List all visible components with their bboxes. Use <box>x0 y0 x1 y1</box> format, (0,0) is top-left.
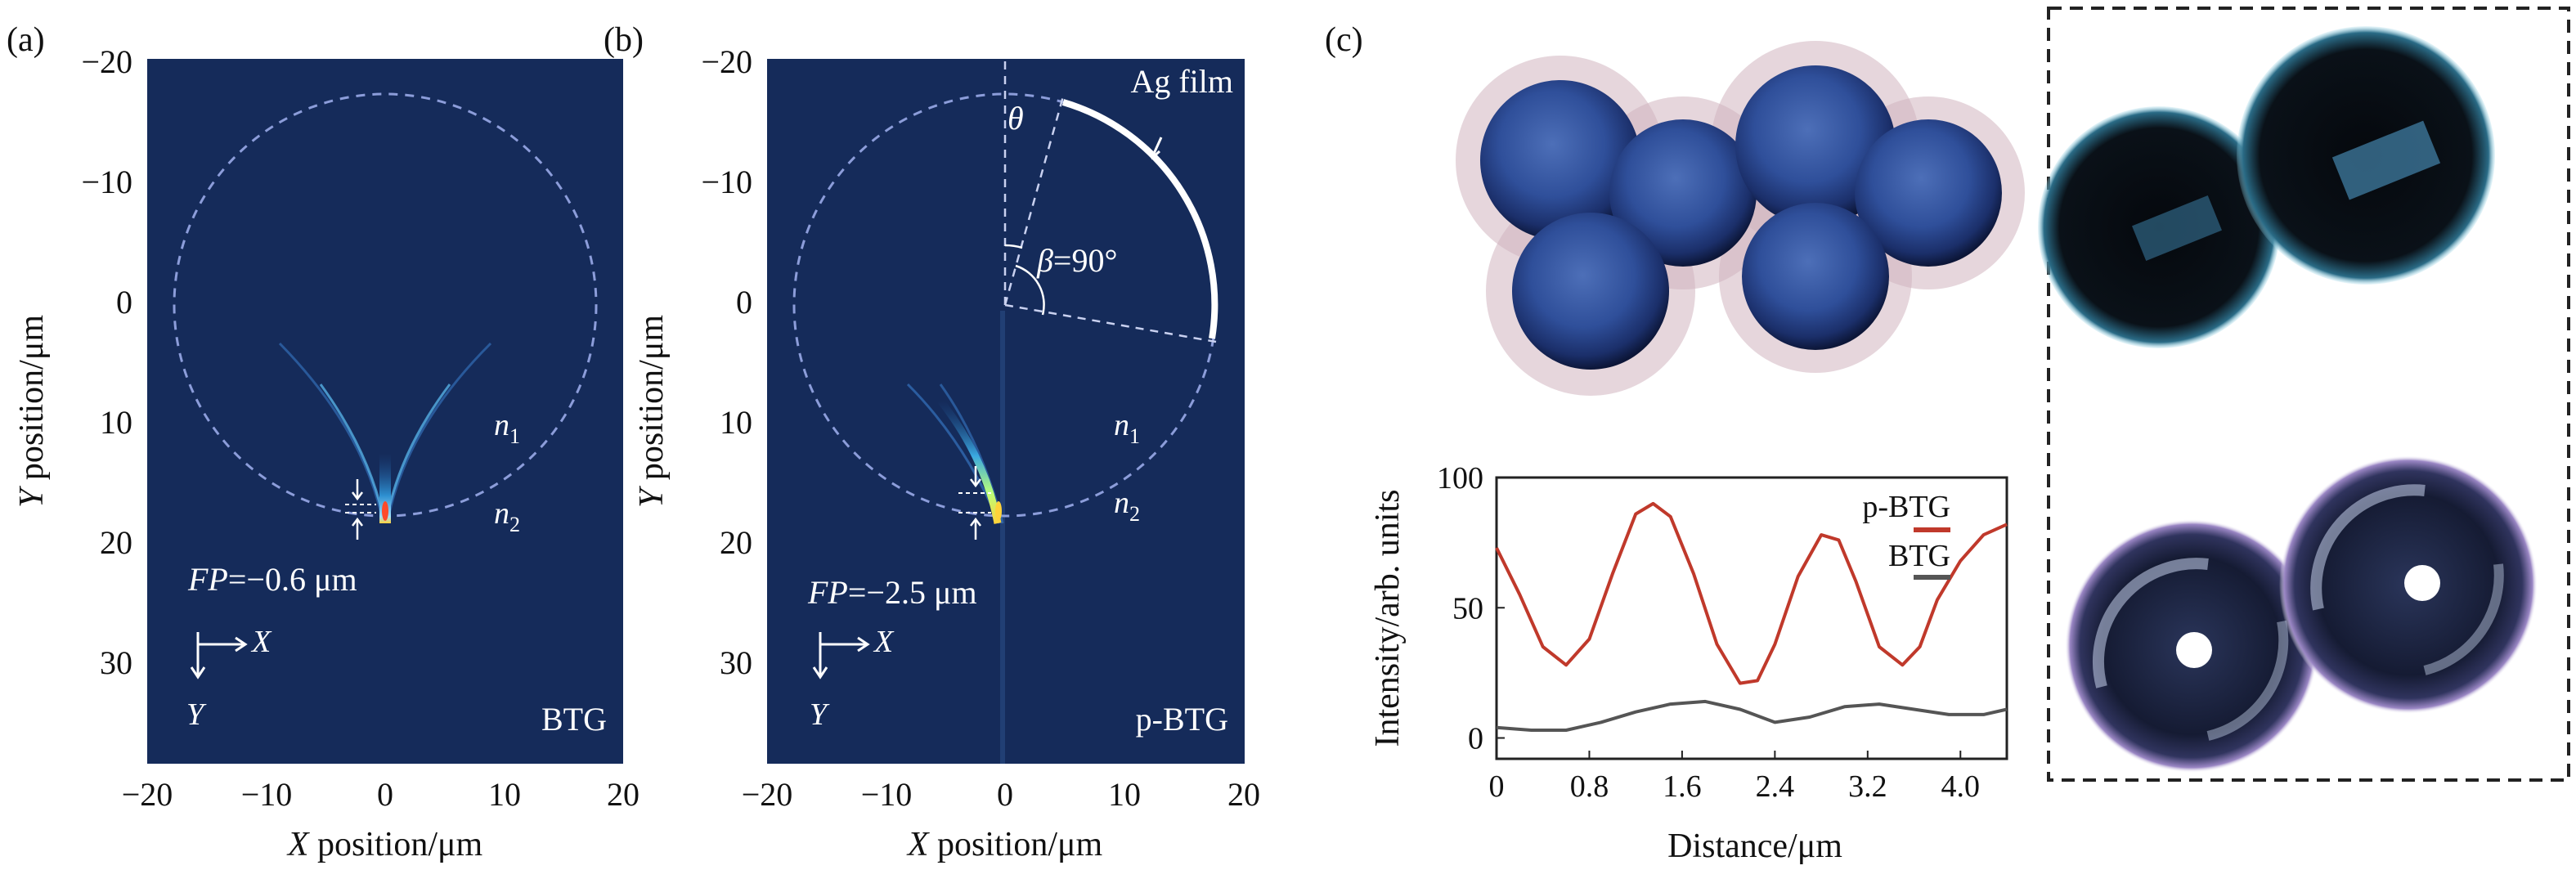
panel-a: (a) n1 n2 FP=−0.6 μm X Y BTG −20 −10 0 <box>7 21 640 863</box>
panel-b-name: p-BTG <box>1136 701 1228 738</box>
panel-b-label: (b) <box>604 21 644 59</box>
panel-a-ytick: −10 <box>81 164 132 200</box>
panel-a-jet-right <box>388 342 492 514</box>
panel-b-ytick: −20 <box>701 43 752 80</box>
panel-b-xtick: −10 <box>861 776 913 813</box>
panel-a-xtick: 20 <box>607 776 640 813</box>
panel-c: (c) p-BTG BTG <box>1325 7 2570 865</box>
panel-b-ytick: 10 <box>720 404 752 441</box>
focus-spot <box>2176 632 2212 668</box>
panel-a-ytick: −20 <box>81 43 132 80</box>
panel-b: (b) Ag film θ β=90° n1 n2 FP=−2.5 μm <box>604 21 1260 863</box>
panel-a-ytick: 10 <box>100 404 132 441</box>
panel-b-yticks: −20 −10 0 10 20 30 <box>701 43 752 681</box>
panel-a-ytick: 20 <box>100 524 132 561</box>
panel-b-ytick: 0 <box>736 284 752 321</box>
panel-a-xtick: 10 <box>488 776 521 813</box>
y-tick-label: 0 <box>1468 722 1483 756</box>
panel-a-field-plot <box>147 59 623 764</box>
micrograph-ring-spheres <box>2065 455 2538 773</box>
panel-a-axis-y: Y <box>186 697 207 732</box>
x-tick-label: 4.0 <box>1941 769 1981 804</box>
panel-a-xtick: −20 <box>122 776 173 813</box>
x-tick-label: 1.6 <box>1663 769 1702 804</box>
chart-legend: p-BTG BTG <box>1862 490 1950 580</box>
panel-b-ytick: −10 <box>701 164 752 200</box>
panel-b-n1: n1 <box>1114 408 1140 448</box>
chart-axes: 0 0.8 1.6 2.4 3.2 4.0 0 50 100 <box>1437 461 1980 804</box>
panel-a-axis-x: X <box>250 625 272 659</box>
panel-b-fp-label: FP=−2.5 μm <box>807 574 977 611</box>
y-tick-label: 50 <box>1452 591 1483 626</box>
panel-b-ylabel: Y position/μm <box>633 315 671 508</box>
panel-b-ytick: 20 <box>720 524 752 561</box>
panel-b-n2: n2 <box>1114 486 1140 526</box>
series-line-p-btg <box>1495 501 2008 685</box>
panel-b-guide-beta <box>1004 303 1217 343</box>
panel-b-xtick: 20 <box>1227 776 1260 813</box>
chart-xlabel: Distance/μm <box>1667 827 1842 865</box>
intensity-chart: p-BTG BTG 0 0.8 1.6 2.4 3.2 4.0 0 50 100 Distanc… <box>1369 461 2008 865</box>
panel-a-xtick: 0 <box>377 776 393 813</box>
y-tick-label: 100 <box>1437 461 1483 496</box>
legend-label-pbtg: p-BTG <box>1862 490 1950 524</box>
panel-c-label: (c) <box>1325 21 1363 59</box>
x-tick-label: 0.8 <box>1570 769 1609 804</box>
microsphere <box>1512 213 1669 370</box>
panel-b-film-label: Ag film <box>1130 63 1233 100</box>
panel-b-field-plot <box>767 59 1245 764</box>
panel-a-xtick: −10 <box>241 776 293 813</box>
microsphere <box>1609 119 1757 267</box>
panel-a-xticks: −20 −10 0 10 20 <box>122 776 640 813</box>
microsphere <box>1742 203 1889 350</box>
panel-a-n2: n2 <box>494 496 520 536</box>
x-tick-label: 2.4 <box>1756 769 1795 804</box>
legend-label-btg: BTG <box>1888 539 1950 573</box>
panel-b-axis-y: Y <box>810 697 830 732</box>
x-tick-label: 3.2 <box>1848 769 1887 804</box>
panel-a-ytick: 0 <box>116 284 132 321</box>
focus-spot <box>2404 565 2440 601</box>
x-tick-label: 0 <box>1489 769 1505 804</box>
panel-b-xtick: −20 <box>742 776 793 813</box>
panel-a-jet-left <box>278 342 383 514</box>
panel-b-xtick: 0 <box>997 776 1013 813</box>
panel-a-focus <box>379 454 391 523</box>
panel-b-xlabel: X position/μm <box>906 826 1103 863</box>
panel-b-ag-film <box>1061 99 1218 339</box>
micrograph-dark-spheres <box>2038 26 2495 348</box>
panel-a-name: BTG <box>541 701 607 738</box>
panel-b-theta: θ <box>1008 100 1024 137</box>
panel-b-xtick: 10 <box>1108 776 1141 813</box>
chart-series-group <box>1495 501 2008 732</box>
microsphere <box>1480 80 1640 240</box>
panel-a-label: (a) <box>7 21 45 59</box>
panel-a-fp-label: FP=−0.6 μm <box>187 561 357 598</box>
micrograph-sphere-cluster <box>1456 41 2025 396</box>
dashed-inset-box <box>2047 7 2570 782</box>
panel-a-ytick: 30 <box>100 644 132 681</box>
microsphere <box>1855 119 2002 267</box>
panel-a-xlabel: X position/μm <box>286 826 483 863</box>
panel-a-yticks: −20 −10 0 10 20 30 <box>81 43 132 681</box>
panel-b-axis-x: X <box>873 625 895 659</box>
series-line-btg <box>1496 699 2008 732</box>
panel-a-ylabel: Y position/μm <box>13 315 51 508</box>
panel-b-ytick: 30 <box>720 644 752 681</box>
panel-b-xticks: −20 −10 0 10 20 <box>742 776 1260 813</box>
chart-ylabel: Intensity/arb. units <box>1369 490 1407 747</box>
panel-b-focus <box>937 398 1002 524</box>
panel-a-n1: n1 <box>494 408 520 448</box>
panel-b-guide-theta <box>1003 96 1065 306</box>
panel-b-beta: β=90° <box>1036 242 1117 279</box>
